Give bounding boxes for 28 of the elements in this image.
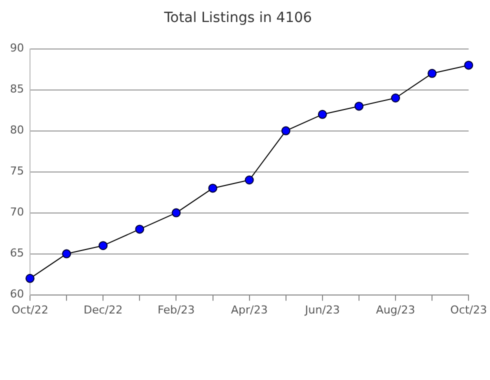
point [172, 208, 181, 218]
point [318, 110, 327, 119]
point [98, 241, 108, 250]
y-tick-label: 70 [10, 206, 24, 219]
x-tick-label: Oct/22 [12, 303, 48, 316]
point [464, 60, 474, 70]
y-tick-label: 80 [10, 124, 24, 137]
x-tick-label: Feb/23 [158, 303, 195, 316]
point [281, 126, 290, 136]
point [428, 68, 437, 78]
x-tick-label: Dec/22 [84, 303, 123, 316]
point [354, 102, 364, 111]
point [135, 224, 144, 234]
x-tick-label: Jun/23 [304, 303, 340, 316]
point [62, 249, 72, 258]
point [25, 274, 34, 283]
point [391, 94, 400, 102]
x-tick-label: Apr/23 [230, 303, 268, 316]
x-tick-label: Aug/23 [376, 303, 416, 316]
point [244, 176, 254, 184]
point [208, 184, 218, 193]
y-tick-label: 60 [10, 288, 24, 301]
y-tick-label: 65 [10, 246, 24, 260]
y-tick-label: 90 [10, 42, 24, 55]
y-tick-label: 85 [10, 82, 24, 96]
y-tick-label: 75 [10, 164, 24, 178]
x-tick-label: Oct/23 [450, 303, 488, 316]
chart-title: Total Listings in 4106 [163, 10, 312, 26]
